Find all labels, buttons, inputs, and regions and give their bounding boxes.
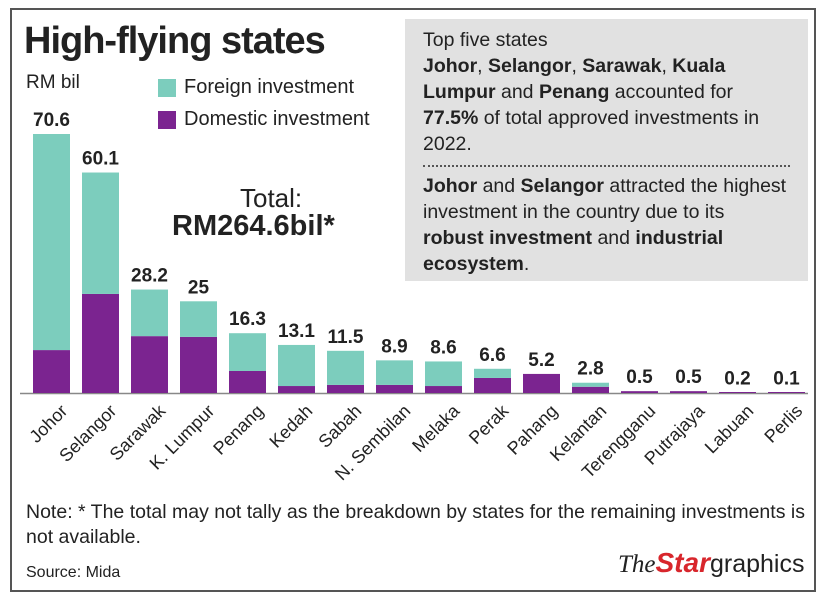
bar-domestic-9 [474, 377, 511, 393]
legend-swatch-domestic [158, 110, 176, 129]
bar-domestic-3 [180, 336, 217, 393]
bar-value-label: 8.6 [430, 337, 456, 358]
bar-value-label: 11.5 [328, 327, 364, 348]
bar-domestic-2 [131, 336, 168, 393]
info-paragraph-1: Johor, Selangor, Sarawak, Kuala Lumpur a… [423, 53, 790, 157]
bar-domestic-1 [82, 293, 119, 393]
total-label: Total: [240, 183, 303, 213]
bar-foreign-4 [229, 333, 266, 371]
bar-foreign-0 [33, 134, 70, 351]
bar-foreign-7 [376, 360, 413, 385]
bar-foreign-9 [474, 368, 511, 378]
legend-label: Foreign investment [184, 76, 355, 98]
info-text: accounted for [609, 81, 733, 103]
info-text: of total approved investments in 2022. [423, 107, 760, 155]
info-text: robust investment [423, 227, 593, 249]
bar-domestic-10 [523, 373, 560, 393]
bar-value-label: 8.9 [381, 336, 407, 357]
bar-foreign-5 [278, 344, 315, 387]
bar-value-label: 2.8 [577, 359, 603, 380]
chart-title: High-flying states [24, 20, 326, 62]
bar-value-label: 60.1 [82, 149, 119, 170]
bar-foreign-2 [131, 289, 168, 337]
chart-frame [10, 8, 816, 592]
bar-domestic-4 [229, 370, 266, 393]
info-text: Johor [423, 55, 478, 77]
legend-domestic: Domestic investment [158, 108, 370, 131]
bar-domestic-13 [670, 391, 707, 393]
info-text: Penang [538, 81, 610, 103]
bar-domestic-6 [327, 384, 364, 393]
category-label: Johor [25, 401, 71, 447]
bar-value-label: 13.1 [278, 321, 315, 342]
info-text: . [523, 253, 530, 275]
bar-value-label: 0.1 [773, 369, 800, 390]
bar-foreign-8 [425, 361, 462, 387]
legend-label: Domestic investment [184, 108, 370, 130]
bar-value-label: 0.2 [724, 368, 750, 389]
info-text: , [661, 55, 673, 77]
bar-value-label: 25 [188, 277, 210, 298]
bar-value-label: 6.6 [479, 345, 505, 366]
bar-value-label: 5.2 [528, 350, 554, 371]
bar-value-label: 0.5 [626, 367, 653, 388]
info-text: and [592, 227, 636, 249]
bar-value-label: 28.2 [131, 266, 168, 287]
bar-domestic-5 [278, 386, 315, 393]
bar-domestic-0 [33, 350, 70, 393]
category-label: Kedah [265, 401, 316, 452]
bar-value-label: 70.6 [33, 110, 70, 131]
bar-foreign-3 [180, 301, 217, 337]
source: Source: Mida [26, 564, 121, 581]
bar-value-label: 16.3 [229, 309, 266, 330]
thestar-graphics-logo: TheStargraphics [618, 547, 805, 578]
info-text: and [477, 175, 521, 197]
info-text: Sarawak [582, 55, 662, 77]
bar-domestic-7 [376, 384, 413, 393]
bar-domestic-11 [572, 386, 609, 393]
info-text: industrial ecosystem [423, 227, 724, 275]
bar-value-label: 0.5 [675, 367, 702, 388]
info-text: Selangor [520, 175, 604, 197]
category-label: Labuan [701, 401, 758, 458]
info-text: Kuala Lumpur [423, 55, 726, 103]
bar-foreign-6 [327, 350, 364, 385]
divider [423, 165, 790, 167]
category-label: Penang [209, 401, 267, 459]
info-text: Johor [423, 175, 478, 197]
info-text: , [477, 55, 489, 77]
bar-domestic-8 [425, 386, 462, 393]
info-text: and [495, 81, 539, 103]
info-heading: Top five states [423, 29, 548, 51]
bar-domestic-15 [768, 392, 805, 393]
legend-foreign: Foreign investment [158, 76, 354, 99]
y-unit-label: RM bil [26, 72, 80, 93]
info-paragraph-2: Johor and Selangor attracted the highest… [423, 173, 790, 277]
bar-domestic-12 [621, 391, 658, 393]
info-text: 77.5% [423, 107, 479, 129]
info-box: Top five states Johor, Selangor, Sarawak… [405, 19, 808, 281]
footnote: Note: * The total may not tally as the b… [26, 501, 805, 548]
bar-foreign-11 [572, 382, 609, 387]
info-text: , [571, 55, 583, 77]
legend-swatch-foreign [158, 78, 176, 97]
bar-domestic-14 [719, 392, 756, 393]
total-value: RM264.6bil* [172, 210, 335, 242]
info-text: attracted the highest investment in the … [423, 175, 787, 223]
bar-foreign-1 [82, 172, 119, 294]
category-label: Melaka [408, 400, 464, 456]
info-text: Selangor [488, 55, 572, 77]
category-label: Perlis [760, 401, 806, 447]
